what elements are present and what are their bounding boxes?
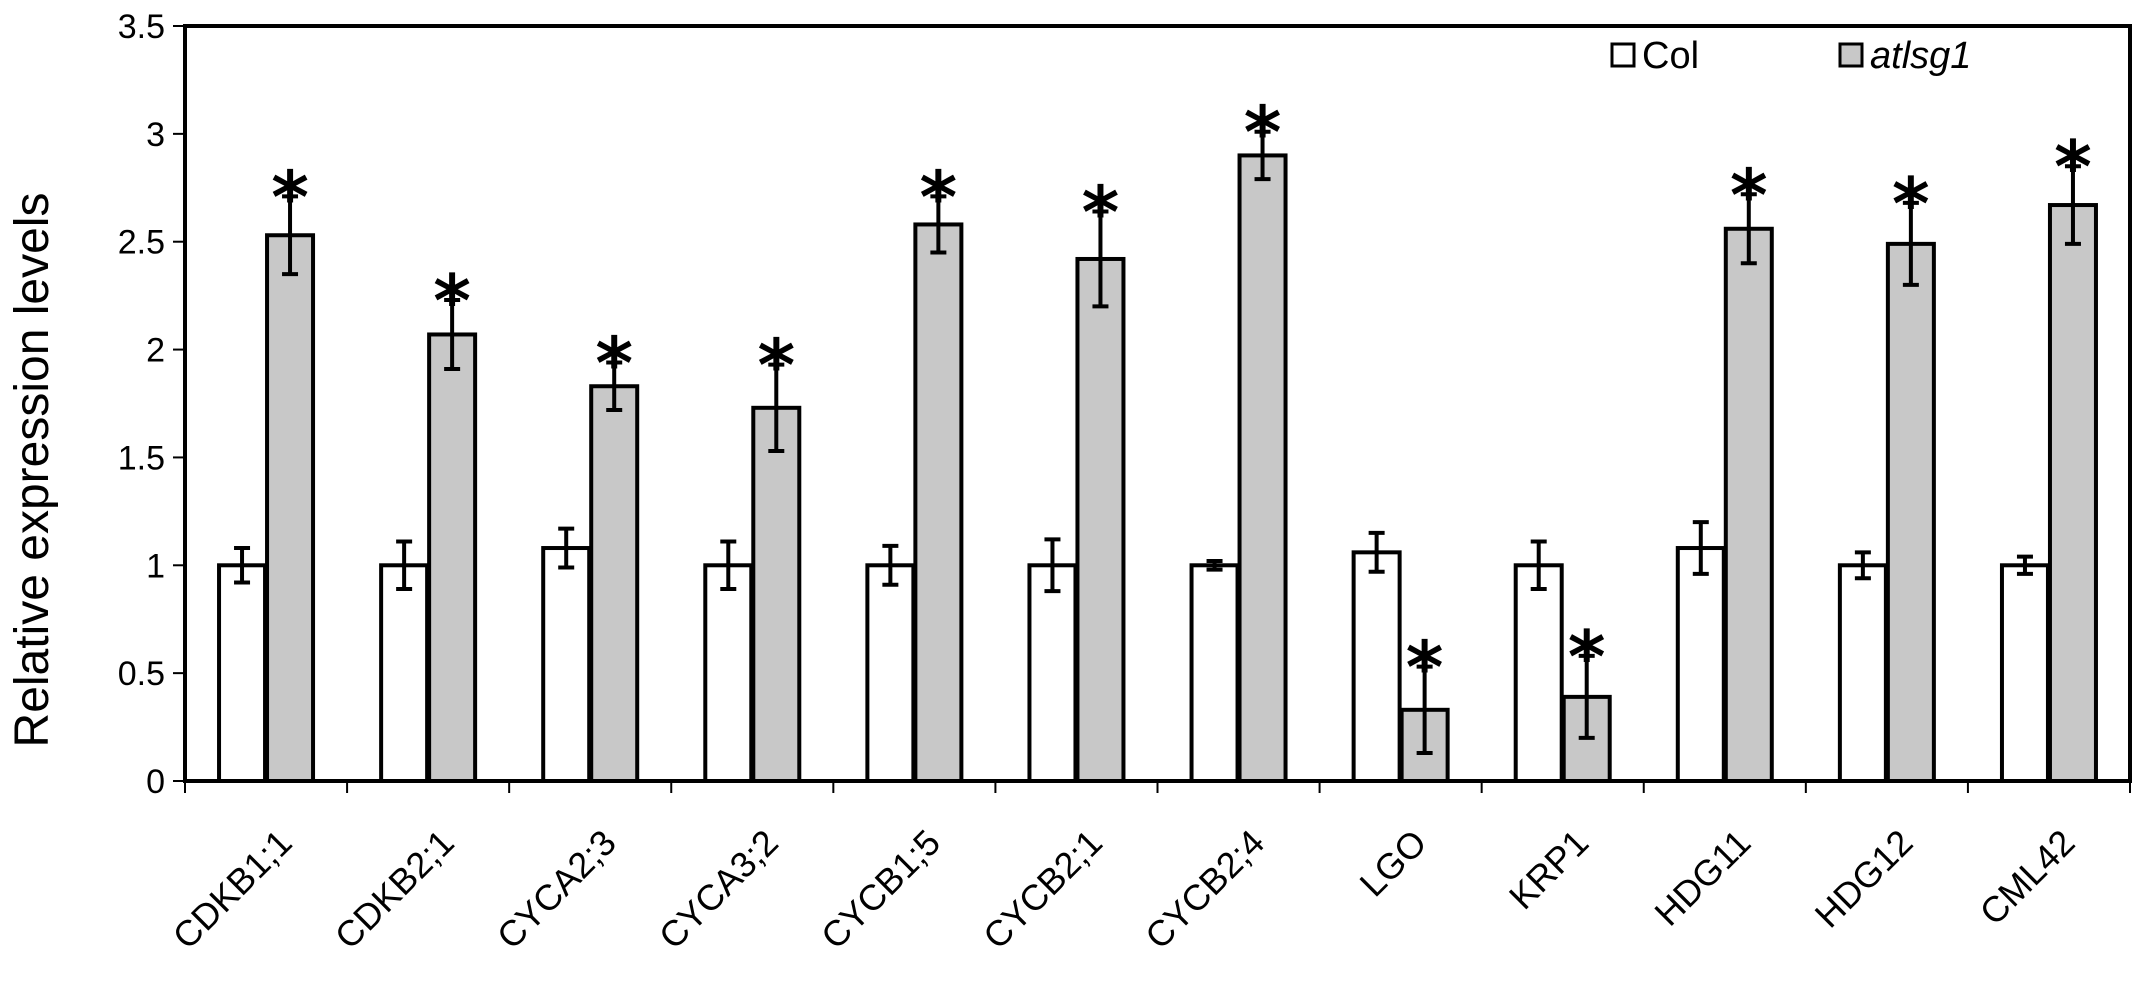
y-tick-label: 2: [146, 332, 165, 370]
significance-asterisk: *: [1892, 162, 1930, 246]
error-bar: [396, 539, 413, 592]
x-tick-label: LGO: [1352, 822, 1435, 905]
bar-atlsg1: [1237, 153, 1288, 783]
x-axis-ticks: CDKB1;1 CDKB2;1 CYCA2;3 CYCA3;2 CYCB1;5 CYCB2…: [165, 781, 2131, 957]
legend-label: atlsg1: [1870, 35, 1971, 77]
bar-col: [1837, 563, 1888, 783]
bar-col: [1027, 563, 1078, 783]
y-tick-label: 2.5: [118, 224, 165, 262]
significance-asterisk: *: [271, 155, 309, 239]
plot-frame: [183, 24, 2132, 783]
error-bar: [1368, 530, 1385, 574]
error-bar: [1530, 539, 1547, 592]
bar-atlsg1: [751, 405, 802, 783]
x-tick-label: KRP1: [1501, 822, 1596, 917]
error-bar: [1692, 520, 1709, 576]
bar-col: [541, 546, 592, 783]
error-bar: [1044, 537, 1061, 594]
significance-markers-layer: * * * * * * * * * * * *: [271, 91, 2092, 710]
bar-col: [1999, 563, 2050, 783]
y-axis-ticks: 0 0.5 1 1.5 2 2.5 3 3.5: [118, 8, 185, 801]
significance-asterisk: *: [2054, 125, 2092, 209]
y-tick-label: 3.5: [118, 8, 165, 46]
x-tick-label: CML42: [1972, 822, 2083, 933]
error-bar: [1578, 653, 1595, 740]
error-bar: [1092, 209, 1109, 309]
x-tick-label: HDG12: [1807, 822, 1921, 936]
bar-col: [703, 563, 754, 783]
bar-col: [379, 563, 430, 783]
error-bars-layer: [234, 129, 2081, 755]
bar-col: [865, 563, 916, 783]
x-tick-label: HDG11: [1646, 822, 1758, 934]
error-bar: [558, 526, 575, 570]
y-tick-label: 1.5: [118, 439, 165, 477]
error-bar: [234, 546, 251, 585]
x-tick-label: CYCA3;2: [651, 822, 786, 957]
x-tick-label: CYCB1;5: [813, 822, 948, 957]
significance-asterisk: *: [920, 155, 958, 239]
significance-asterisk: *: [1406, 626, 1444, 710]
x-tick-label: CYCB2;4: [1137, 822, 1272, 957]
significance-asterisk: *: [1568, 615, 1606, 699]
error-bar: [930, 194, 947, 255]
bar-atlsg1: [427, 332, 478, 783]
significance-asterisk: *: [433, 259, 471, 343]
error-bar: [1902, 200, 1919, 287]
bar-atlsg1: [1723, 226, 1774, 783]
error-bar: [606, 360, 623, 412]
error-bar: [768, 362, 785, 453]
error-bar: [1254, 129, 1271, 182]
error-bar: [882, 543, 899, 587]
bar-col: [217, 563, 268, 783]
bar-col: [1675, 546, 1726, 783]
x-tick-label: CYCB2;1: [975, 822, 1110, 957]
y-tick-label: 0.5: [118, 655, 165, 693]
error-bar: [1206, 558, 1223, 572]
bar-atlsg1: [1885, 241, 1936, 784]
significance-asterisk: *: [1730, 153, 1768, 237]
y-axis-label: Relative expression levels: [6, 193, 59, 748]
error-bar: [444, 297, 461, 371]
y-tick-label: 0: [146, 763, 165, 801]
bar-col: [1513, 563, 1564, 783]
legend: Col atlsg1: [1610, 35, 1971, 77]
error-bar: [720, 539, 737, 592]
bar-atlsg1: [1075, 256, 1126, 783]
error-bar: [282, 194, 299, 277]
bar-col: [1351, 550, 1402, 783]
legend-label: Col: [1642, 35, 1699, 77]
error-bar: [1854, 550, 1871, 581]
significance-asterisk: *: [595, 322, 633, 406]
significance-asterisk: *: [1082, 171, 1120, 255]
significance-asterisk: *: [1244, 91, 1282, 175]
legend-swatch: [1838, 42, 1864, 68]
significance-asterisk: *: [757, 324, 795, 408]
y-tick-label: 1: [146, 547, 165, 585]
error-bar: [2016, 554, 2033, 576]
y-tick-label: 3: [146, 116, 165, 154]
legend-swatch: [1610, 42, 1636, 68]
bar-col: [1189, 563, 1240, 783]
x-tick-label: CDKB2;1: [327, 822, 462, 957]
bar-atlsg1: [265, 233, 316, 783]
bar-atlsg1: [589, 384, 640, 783]
bar-atlsg1: [2047, 203, 2098, 784]
error-bar: [1740, 192, 1757, 266]
bars-layer: [217, 153, 2098, 784]
x-tick-label: CDKB1;1: [165, 822, 300, 957]
error-bar: [2064, 164, 2081, 246]
error-bar: [1416, 664, 1433, 755]
bar-atlsg1: [913, 222, 964, 783]
x-tick-label: CYCA2;3: [489, 822, 624, 957]
